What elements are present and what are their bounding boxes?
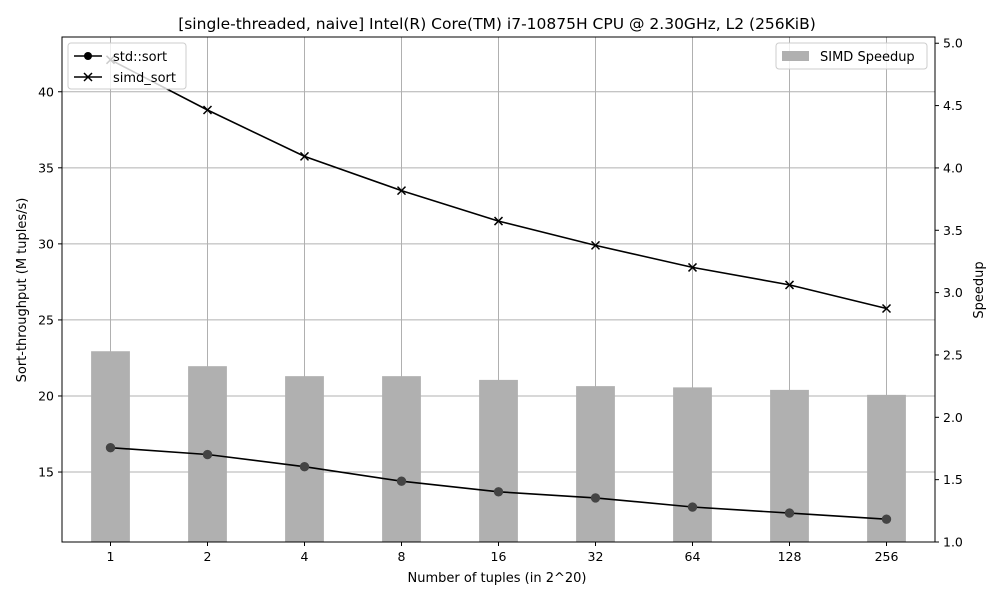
- legend-lines: std::sort simd_sort: [67, 42, 187, 90]
- speedup-bar: [285, 376, 324, 542]
- speedup-bar: [479, 379, 518, 542]
- y2-axis-ticks: 1.0 1.5 2.0 2.5 3.0 3.5 4.0 4.5 5.0: [935, 36, 963, 550]
- std-sort-point: [299, 462, 310, 472]
- simd-sort-point: [202, 105, 213, 115]
- x-tick-label: 4: [301, 549, 309, 564]
- y2-tick-label: 2.5: [943, 347, 963, 362]
- y2-tick-label: 5.0: [943, 36, 963, 51]
- speedup-bar: [770, 389, 809, 542]
- y-tick-label: 30: [38, 236, 54, 251]
- y-tick-label: 25: [38, 312, 54, 327]
- y2-tick-label: 1.5: [943, 472, 963, 487]
- legend-std-sort-marker: [84, 52, 92, 60]
- y2-tick-label: 3.5: [943, 223, 963, 238]
- std-sort-point: [590, 493, 601, 503]
- std-sort-point: [493, 487, 504, 497]
- y2-tick-label: 4.0: [943, 160, 963, 175]
- x-tick-label: 1: [107, 549, 115, 564]
- speedup-bar: [673, 387, 712, 542]
- x-axis-ticks: 1 2 4 8 16 32 64 128 256: [107, 542, 899, 564]
- y2-tick-label: 1.0: [943, 535, 963, 550]
- std-sort-point: [881, 514, 892, 524]
- simd-sort-point: [784, 280, 795, 290]
- x-tick-label: 32: [588, 549, 604, 564]
- std-sort-point: [202, 449, 213, 460]
- std-sort-point: [784, 508, 795, 518]
- simd-sort-point: [299, 151, 310, 161]
- legend-std-sort-label: std::sort: [113, 50, 167, 65]
- legend-bars: SIMD Speedup: [775, 42, 928, 70]
- simd-sort-point: [396, 186, 407, 196]
- y-axis-label: Sort-throughput (M tuples/s): [15, 198, 30, 383]
- simd-sort-point: [493, 216, 504, 226]
- speedup-bar: [382, 376, 421, 542]
- legend-simd-sort-marker: [83, 72, 93, 82]
- simd-sort-point: [881, 303, 892, 314]
- speedup-bar: [576, 386, 615, 542]
- x-tick-label: 256: [875, 549, 899, 564]
- std-sort-point: [396, 476, 407, 486]
- y2-axis-label: Speedup: [972, 261, 987, 318]
- std-sort-point: [105, 442, 116, 453]
- simd-sort-point: [687, 262, 698, 272]
- y2-tick-label: 2.0: [943, 410, 963, 425]
- y-axis-ticks: 15 20 25 30 35 40: [38, 84, 62, 480]
- legend-bars-box: [775, 42, 928, 70]
- x-tick-label: 2: [204, 549, 212, 564]
- y-tick-label: 15: [38, 465, 54, 480]
- y-tick-label: 35: [38, 160, 54, 175]
- x-tick-label: 64: [685, 549, 701, 564]
- y2-tick-label: 3.0: [943, 285, 963, 300]
- legend-speedup-label: SIMD Speedup: [820, 50, 915, 65]
- simd-sort-point: [590, 240, 601, 250]
- y-tick-label: 40: [38, 84, 54, 99]
- y-tick-label: 20: [38, 388, 54, 403]
- y2-tick-label: 4.5: [943, 98, 963, 113]
- x-tick-label: 128: [778, 549, 802, 564]
- std-sort-point: [687, 502, 698, 512]
- legend-simd-sort-label: simd_sort: [113, 71, 176, 86]
- chart-title: [single-threaded, naive] Intel(R) Core(T…: [178, 15, 816, 33]
- legend-speedup-swatch: [782, 51, 809, 61]
- x-tick-label: 8: [398, 549, 406, 564]
- x-tick-label: 16: [491, 549, 507, 564]
- x-axis-label: Number of tuples (in 2^20): [408, 571, 587, 586]
